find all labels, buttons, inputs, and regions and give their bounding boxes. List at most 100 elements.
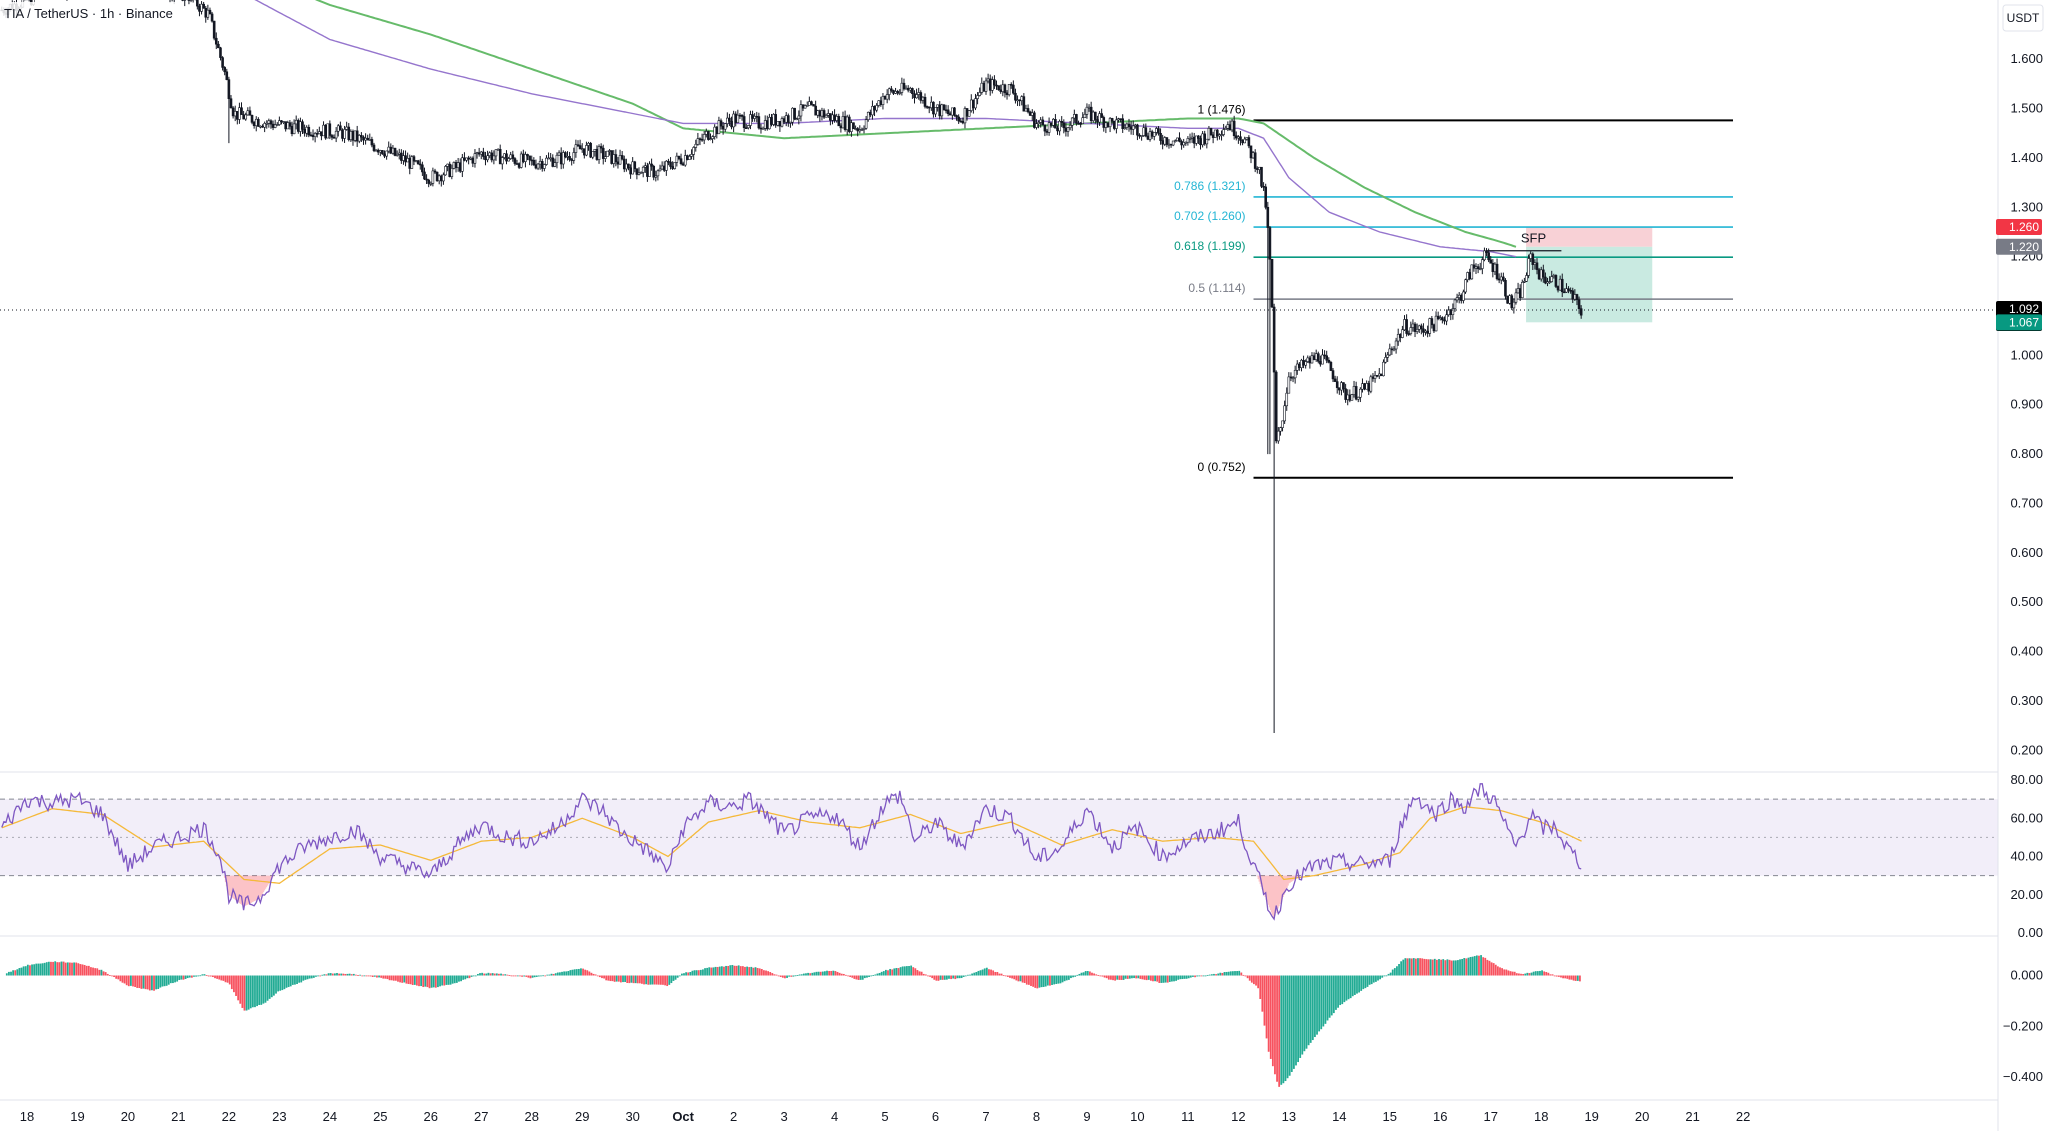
sfp-annotation[interactable]: SFP: [1485, 231, 1562, 252]
histogram-bar: [880, 971, 883, 976]
candle-body: [1106, 122, 1110, 128]
candle-body: [923, 96, 927, 107]
candle-body: [822, 110, 826, 118]
histogram-bar: [500, 973, 502, 976]
histogram-bar: [453, 975, 456, 984]
histogram-bar: [884, 969, 887, 976]
candle-body: [988, 78, 992, 91]
candle-body: [1197, 135, 1200, 139]
candle-body: [492, 155, 496, 161]
candle-body: [557, 152, 561, 156]
candle-body: [1468, 272, 1472, 280]
candle-body: [1367, 383, 1371, 392]
macd-histogram-pane[interactable]: [5, 955, 1581, 1087]
candle-body: [1108, 118, 1112, 128]
histogram-bar: [895, 967, 898, 976]
histogram-bar: [544, 975, 547, 977]
histogram-bar: [876, 973, 879, 976]
candle-body: [509, 154, 513, 159]
candle-body: [713, 126, 717, 137]
currency-button[interactable]: [2002, 4, 2044, 32]
candle-body: [1136, 124, 1139, 136]
histogram-bar: [1042, 975, 1045, 987]
histogram-bar: [1326, 975, 1329, 1021]
histogram-bar: [1227, 971, 1230, 976]
candle-body: [913, 93, 916, 99]
candle-body: [1417, 325, 1421, 330]
candle-body: [1073, 114, 1076, 119]
histogram-bar: [744, 966, 746, 976]
candle-body: [1188, 138, 1192, 140]
candle-body: [1556, 286, 1560, 291]
histogram-bar: [758, 968, 761, 976]
candle-body: [774, 114, 777, 126]
histogram-bar: [371, 975, 374, 977]
candle-body: [467, 157, 470, 160]
candle-body: [1211, 134, 1215, 138]
histogram-bar: [239, 975, 242, 1004]
candle-body: [187, 0, 191, 1]
histogram-bar: [573, 969, 576, 976]
histogram-bar: [104, 972, 107, 976]
fibonacci-retracement[interactable]: 1 (1.476) 0.786 (1.321) 0.702 (1.260) 0.618…: [1174, 102, 1734, 479]
candle-body: [759, 127, 763, 130]
histogram-bar: [264, 975, 267, 1003]
histogram-bar: [138, 975, 141, 989]
candle-body: [904, 87, 908, 90]
candle-body: [671, 166, 674, 169]
price-scale[interactable]: 1.6001.5001.4001.3001.2001.0000.9000.800…: [2003, 51, 2043, 1084]
candle-body: [1037, 122, 1040, 125]
histogram-bar: [199, 975, 202, 977]
histogram-bar: [1372, 975, 1375, 983]
time-tick-label: 22: [1736, 1109, 1750, 1124]
candle-body: [1222, 129, 1225, 135]
histogram-bar: [1032, 975, 1035, 987]
time-axis[interactable]: 18 19 20 21 22 23 24 25 26 27 28 29 30 Oct 2 3 4 5 6 7 8 9 10 1…: [20, 1109, 1751, 1124]
histogram-bar: [1368, 975, 1371, 985]
candle-body: [810, 101, 813, 105]
candle-body: [1003, 84, 1007, 94]
candle-body: [1085, 106, 1089, 115]
candle-body: [654, 175, 658, 178]
candle-body: [248, 110, 252, 116]
candle-body: [1462, 291, 1465, 301]
candle-body: [641, 166, 645, 173]
histogram-bar: [676, 975, 679, 978]
candle-body: [551, 157, 555, 167]
candle-body: [362, 136, 365, 141]
candle-body: [320, 131, 323, 137]
histogram-bar: [662, 975, 664, 985]
candle-body: [791, 107, 794, 123]
candle-body: [660, 165, 664, 170]
histogram-bar: [207, 975, 210, 977]
symbol-title[interactable]: TIA / TetherUS · 1h · Binance: [4, 6, 173, 21]
histogram-bar: [824, 971, 826, 976]
candle-body: [597, 146, 601, 160]
histogram-bar: [1286, 975, 1289, 1079]
candle-body: [366, 137, 369, 141]
candle-body: [890, 88, 893, 91]
histogram-bar: [725, 965, 727, 976]
stop-loss-zone[interactable]: [1526, 227, 1653, 247]
histogram-bar: [483, 973, 486, 976]
candle-body: [768, 117, 771, 130]
histogram-bar: [186, 975, 189, 979]
histogram-bar: [1545, 972, 1548, 976]
candle-body: [784, 115, 788, 123]
histogram-bar: [155, 975, 158, 990]
histogram-bar: [384, 975, 387, 979]
candle-body: [1535, 262, 1539, 270]
candle-body: [196, 0, 199, 7]
candle-body: [1255, 168, 1259, 170]
histogram-bar: [998, 973, 1001, 976]
histogram-bar: [819, 971, 822, 976]
histogram-bar: [184, 975, 187, 979]
candle-body: [1430, 318, 1434, 326]
take-profit-zone[interactable]: [1526, 246, 1653, 323]
rsi-pane[interactable]: [0, 783, 1998, 921]
histogram-bar: [802, 973, 805, 976]
histogram-bar: [718, 966, 721, 976]
histogram-bar: [552, 973, 555, 976]
histogram-bar: [769, 972, 772, 976]
